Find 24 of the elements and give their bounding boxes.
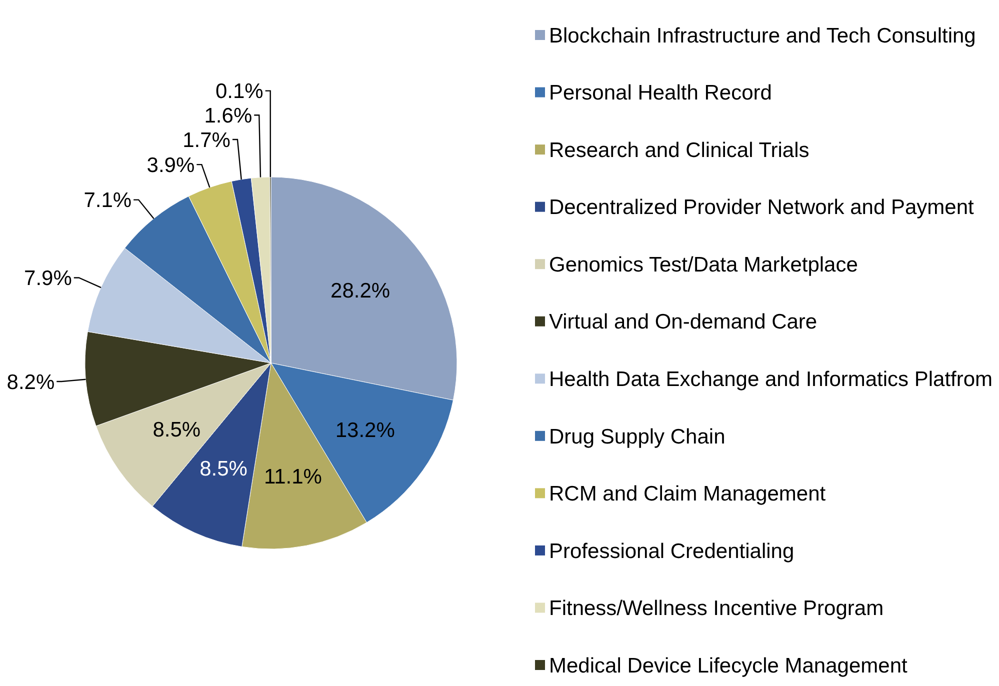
data-label: 1.7% xyxy=(182,128,230,152)
data-label: 0.1% xyxy=(215,80,264,104)
legend-label: Genomics Test/Data Marketplace xyxy=(549,253,858,276)
data-label: 7.1% xyxy=(84,189,132,212)
data-label: 8.5% xyxy=(200,457,248,480)
legend-label: Fitness/Wellness Incentive Program xyxy=(549,597,884,620)
legend-label: Virtual and On-demand Care xyxy=(549,310,818,334)
data-label: 8.2% xyxy=(6,370,55,394)
data-label: 3.9% xyxy=(146,154,195,177)
data-label: 1.6% xyxy=(204,104,252,128)
legend-label: Medical Device Lifecycle Management xyxy=(549,654,908,678)
legend-label: Professional Credentialing xyxy=(549,540,794,563)
legend-label: Health Data Exchange and Informatics Platfrom xyxy=(549,368,993,391)
legend-label: Research and Clinical Trials xyxy=(549,138,810,162)
legend-label: Decentralized Provider Network and Payment xyxy=(549,196,974,220)
legend-label: Blockchain Infrastructure and Tech Consulting xyxy=(549,24,976,48)
data-label: 11.1% xyxy=(264,466,322,489)
legend-label: Personal Health Record xyxy=(549,82,772,105)
data-label: 13.2% xyxy=(335,418,395,442)
legend-label: Drug Supply Chain xyxy=(549,425,726,448)
legend-label: RCM and Claim Management xyxy=(549,482,826,506)
data-label: 28.2% xyxy=(330,279,390,302)
data-label: 8.5% xyxy=(152,418,201,442)
data-label: 7.9% xyxy=(24,267,72,290)
